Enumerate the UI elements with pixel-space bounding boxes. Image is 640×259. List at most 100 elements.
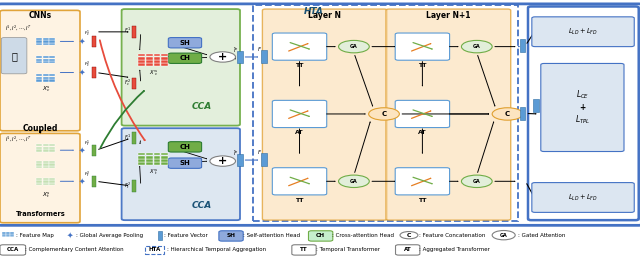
FancyBboxPatch shape — [386, 9, 511, 220]
FancyBboxPatch shape — [146, 63, 153, 66]
Text: HTA: HTA — [303, 7, 324, 16]
FancyBboxPatch shape — [132, 180, 136, 192]
FancyBboxPatch shape — [49, 59, 55, 61]
FancyBboxPatch shape — [1, 38, 27, 74]
Circle shape — [210, 156, 236, 166]
FancyBboxPatch shape — [533, 99, 539, 112]
FancyBboxPatch shape — [237, 51, 243, 63]
Text: $X'^s_t$: $X'^s_t$ — [149, 167, 158, 177]
FancyBboxPatch shape — [10, 234, 14, 235]
Circle shape — [400, 232, 418, 239]
FancyBboxPatch shape — [43, 79, 49, 82]
FancyBboxPatch shape — [36, 56, 42, 58]
FancyBboxPatch shape — [154, 153, 161, 155]
Text: : Feature Vector: : Feature Vector — [164, 233, 208, 238]
Text: ✦: ✦ — [79, 68, 85, 77]
FancyBboxPatch shape — [161, 162, 168, 165]
FancyBboxPatch shape — [273, 168, 327, 195]
FancyBboxPatch shape — [146, 159, 153, 162]
FancyBboxPatch shape — [6, 236, 10, 237]
FancyBboxPatch shape — [122, 128, 240, 220]
Text: CH: CH — [180, 55, 190, 61]
Text: SH: SH — [227, 233, 236, 239]
FancyBboxPatch shape — [138, 60, 145, 63]
FancyBboxPatch shape — [43, 59, 49, 61]
FancyBboxPatch shape — [49, 166, 55, 168]
FancyBboxPatch shape — [49, 77, 55, 79]
Text: HTA: HTA — [148, 247, 161, 252]
FancyBboxPatch shape — [161, 60, 168, 63]
FancyBboxPatch shape — [154, 54, 161, 56]
FancyBboxPatch shape — [541, 63, 624, 152]
FancyBboxPatch shape — [43, 77, 49, 79]
FancyBboxPatch shape — [168, 38, 202, 48]
FancyBboxPatch shape — [92, 145, 96, 156]
Text: GA: GA — [473, 44, 481, 49]
FancyBboxPatch shape — [43, 147, 49, 149]
FancyBboxPatch shape — [146, 156, 153, 159]
Text: AT: AT — [295, 130, 304, 135]
FancyBboxPatch shape — [36, 43, 42, 45]
Text: $F^2_t$: $F^2_t$ — [125, 180, 131, 191]
FancyBboxPatch shape — [36, 178, 42, 180]
Text: : Temporal Transformer: : Temporal Transformer — [316, 247, 380, 252]
FancyBboxPatch shape — [49, 38, 55, 40]
Text: CCA: CCA — [191, 102, 212, 111]
FancyBboxPatch shape — [43, 74, 49, 76]
FancyBboxPatch shape — [168, 142, 202, 152]
FancyBboxPatch shape — [43, 178, 49, 180]
FancyBboxPatch shape — [43, 144, 49, 146]
Text: $F^1_c$: $F^1_c$ — [124, 26, 132, 37]
Text: : Feature Concatenation: : Feature Concatenation — [419, 233, 486, 238]
FancyBboxPatch shape — [154, 63, 161, 66]
FancyBboxPatch shape — [273, 100, 327, 127]
FancyBboxPatch shape — [43, 180, 49, 183]
FancyBboxPatch shape — [138, 162, 145, 165]
FancyBboxPatch shape — [253, 5, 518, 221]
FancyBboxPatch shape — [92, 36, 96, 47]
FancyBboxPatch shape — [49, 144, 55, 146]
FancyBboxPatch shape — [161, 54, 168, 56]
FancyBboxPatch shape — [168, 158, 202, 168]
Text: $\hat{F}$: $\hat{F}$ — [233, 45, 238, 55]
Text: $L_{LD}+L_{FD}$: $L_{LD}+L_{FD}$ — [568, 27, 598, 37]
FancyBboxPatch shape — [520, 107, 525, 120]
FancyBboxPatch shape — [49, 163, 55, 166]
FancyBboxPatch shape — [261, 153, 267, 166]
FancyBboxPatch shape — [10, 232, 14, 234]
Text: $F^2_t$: $F^2_t$ — [84, 170, 91, 180]
Text: : Aggregated Transformer: : Aggregated Transformer — [419, 247, 490, 252]
FancyBboxPatch shape — [36, 38, 42, 40]
Circle shape — [369, 108, 399, 120]
Text: $F$: $F$ — [257, 45, 262, 53]
Text: +: + — [218, 52, 227, 62]
Text: : Gated Attention: : Gated Attention — [518, 233, 565, 238]
FancyBboxPatch shape — [154, 159, 161, 162]
Text: ✦: ✦ — [79, 146, 85, 155]
Text: CCA: CCA — [6, 247, 19, 253]
FancyBboxPatch shape — [132, 78, 136, 89]
Text: $X^s_c$: $X^s_c$ — [42, 84, 51, 94]
FancyBboxPatch shape — [36, 183, 42, 185]
Text: : Self-attention Head: : Self-attention Head — [243, 233, 300, 238]
FancyBboxPatch shape — [49, 74, 55, 76]
FancyBboxPatch shape — [532, 183, 634, 212]
Text: : Global Average Pooling: : Global Average Pooling — [76, 233, 143, 238]
FancyBboxPatch shape — [6, 234, 10, 235]
FancyBboxPatch shape — [36, 147, 42, 149]
FancyBboxPatch shape — [132, 132, 136, 144]
FancyBboxPatch shape — [43, 40, 49, 43]
Text: AT: AT — [418, 130, 427, 135]
FancyBboxPatch shape — [49, 161, 55, 163]
FancyBboxPatch shape — [43, 163, 49, 166]
Text: $X^s_t$: $X^s_t$ — [42, 190, 51, 200]
Text: $X'^s_c$: $X'^s_c$ — [149, 68, 158, 78]
FancyBboxPatch shape — [146, 60, 153, 63]
Circle shape — [492, 231, 515, 240]
Text: CH: CH — [316, 233, 325, 239]
FancyBboxPatch shape — [36, 163, 42, 166]
FancyBboxPatch shape — [10, 236, 14, 237]
Text: $F^2_c$: $F^2_c$ — [125, 77, 131, 88]
FancyBboxPatch shape — [43, 161, 49, 163]
FancyBboxPatch shape — [161, 156, 168, 159]
